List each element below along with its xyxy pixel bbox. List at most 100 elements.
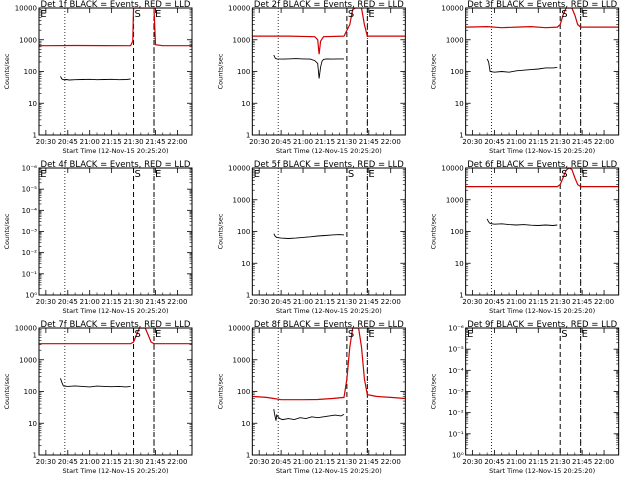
panel-3: Det 3f BLACK = Events, RED = LLD Counts/s… <box>430 0 620 155</box>
panel-title: Det 2f BLACK = Events, RED = LLD <box>254 0 404 10</box>
panel-4: Det 4f BLACK = Events, RED = LLD Counts/s… <box>3 160 193 315</box>
lld-series-line <box>465 168 619 188</box>
y-tick-label: 10⁰ <box>25 292 37 300</box>
end-marker-label: E <box>155 9 161 20</box>
lld-series-line <box>252 328 406 401</box>
plot-frame <box>38 327 193 456</box>
y-tick-label: 10000 <box>441 165 463 173</box>
y-tick-label: 1000 <box>233 196 251 204</box>
x-axis-label: Start Time (12-Nov-15 20:25:20) <box>489 147 595 155</box>
y-tick-label: 10⁻¹ <box>448 430 464 438</box>
x-tick-label: 21:15 <box>102 138 122 146</box>
events-series-line <box>60 378 131 388</box>
y-tick-label: 1000 <box>233 36 251 44</box>
start-marker-label: S <box>561 329 567 340</box>
x-tick-label: 21:00 <box>506 458 526 466</box>
x-tick-label: 21:30 <box>550 138 570 146</box>
x-tick-label: 21:45 <box>145 138 165 146</box>
x-axis-label: Start Time (12-Nov-15 20:25:20) <box>63 307 169 315</box>
events-series-line <box>486 58 558 73</box>
y-tick-label: 100 <box>237 228 250 236</box>
x-tick-label: 21:30 <box>123 458 143 466</box>
y-tick-label: 10⁻³ <box>22 228 38 236</box>
x-tick-label: 20:45 <box>58 298 78 306</box>
x-tick-label: 21:45 <box>145 298 165 306</box>
y-axis-label: Counts/sec <box>430 53 438 89</box>
end-marker-label: E <box>368 329 374 340</box>
x-tick-label: 22:00 <box>594 138 614 146</box>
panel-title: Det 7f BLACK = Events, RED = LLD <box>41 320 191 330</box>
x-tick-label: 22:00 <box>594 298 614 306</box>
x-tick-label: 21:15 <box>528 298 548 306</box>
events-series-line <box>273 409 345 421</box>
end-marker-label: E <box>40 169 46 180</box>
y-tick-label: 100 <box>24 68 37 76</box>
y-tick-label: 10000 <box>228 165 250 173</box>
x-tick-label: 20:30 <box>249 298 269 306</box>
x-axis-label: Start Time (12-Nov-15 20:25:20) <box>63 147 169 155</box>
plot-frame <box>251 167 406 296</box>
x-tick-label: 21:15 <box>528 458 548 466</box>
y-tick-label: 10 <box>241 260 250 268</box>
x-tick-label: 21:45 <box>359 138 379 146</box>
end-marker-label: E <box>155 169 161 180</box>
x-tick-label: 21:45 <box>572 138 592 146</box>
events-series-line <box>60 76 131 81</box>
plot-frame <box>251 7 406 136</box>
x-tick-label: 20:30 <box>462 138 482 146</box>
x-tick-label: 20:30 <box>462 298 482 306</box>
y-tick-label: 10000 <box>15 325 37 333</box>
x-tick-label: 21:30 <box>337 138 357 146</box>
x-tick-label: 21:15 <box>528 138 548 146</box>
x-tick-label: 21:45 <box>572 298 592 306</box>
end-marker-label: E <box>582 9 588 20</box>
y-axis-label: Counts/sec <box>3 373 11 409</box>
x-tick-label: 22:00 <box>167 298 187 306</box>
y-axis-label: Counts/sec <box>430 213 438 249</box>
panel-5: Det 5f BLACK = Events, RED = LLD Counts/s… <box>216 160 406 315</box>
y-tick-label: 10⁻⁶ <box>448 325 464 333</box>
x-tick-label: 21:15 <box>315 458 335 466</box>
plot-frame <box>38 167 193 296</box>
y-tick-label: 1000 <box>446 196 464 204</box>
start-marker-label: S <box>348 9 354 20</box>
y-tick-label: 10 <box>241 100 250 108</box>
y-tick-label: 10⁻⁴ <box>448 367 464 375</box>
y-tick-label: 10 <box>241 420 250 428</box>
y-tick-label: 1 <box>246 132 250 140</box>
y-tick-label: 10⁰ <box>452 452 464 460</box>
x-tick-label: 20:45 <box>484 298 504 306</box>
x-tick-label: 20:30 <box>36 298 56 306</box>
x-tick-label: 21:00 <box>293 458 313 466</box>
y-tick-label: 10⁻² <box>448 409 464 417</box>
panel-title: Det 1f BLACK = Events, RED = LLD <box>41 0 191 10</box>
start-marker-label: S <box>135 169 141 180</box>
y-tick-label: 10⁻² <box>22 249 38 257</box>
x-tick-label: 21:30 <box>123 298 143 306</box>
end-marker-label: E <box>582 169 588 180</box>
plot-frame <box>38 7 193 136</box>
lld-series-line <box>39 328 192 345</box>
x-tick-label: 20:30 <box>249 138 269 146</box>
y-axis-label: Counts/sec <box>3 53 11 89</box>
plot-frame <box>465 167 620 296</box>
x-tick-label: 20:45 <box>58 458 78 466</box>
panel-title: Det 6f BLACK = Events, RED = LLD <box>467 160 617 170</box>
x-tick-label: 20:30 <box>36 458 56 466</box>
y-axis-label: Counts/sec <box>216 213 224 249</box>
y-tick-label: 10⁻⁶ <box>22 165 38 173</box>
y-tick-label: 1000 <box>233 356 251 364</box>
y-tick-label: 1 <box>246 452 250 460</box>
x-tick-label: 21:45 <box>359 458 379 466</box>
x-tick-label: 22:00 <box>594 458 614 466</box>
panel-2: Det 2f BLACK = Events, RED = LLD Counts/s… <box>216 0 406 155</box>
end-marker-label: E <box>467 329 473 340</box>
y-tick-label: 1000 <box>446 36 464 44</box>
x-tick-label: 20:45 <box>271 138 291 146</box>
x-tick-label: 22:00 <box>167 458 187 466</box>
y-axis-label: Counts/sec <box>430 373 438 409</box>
end-marker-label: E <box>368 9 374 20</box>
x-tick-label: 22:00 <box>167 138 187 146</box>
x-tick-label: 21:45 <box>145 458 165 466</box>
